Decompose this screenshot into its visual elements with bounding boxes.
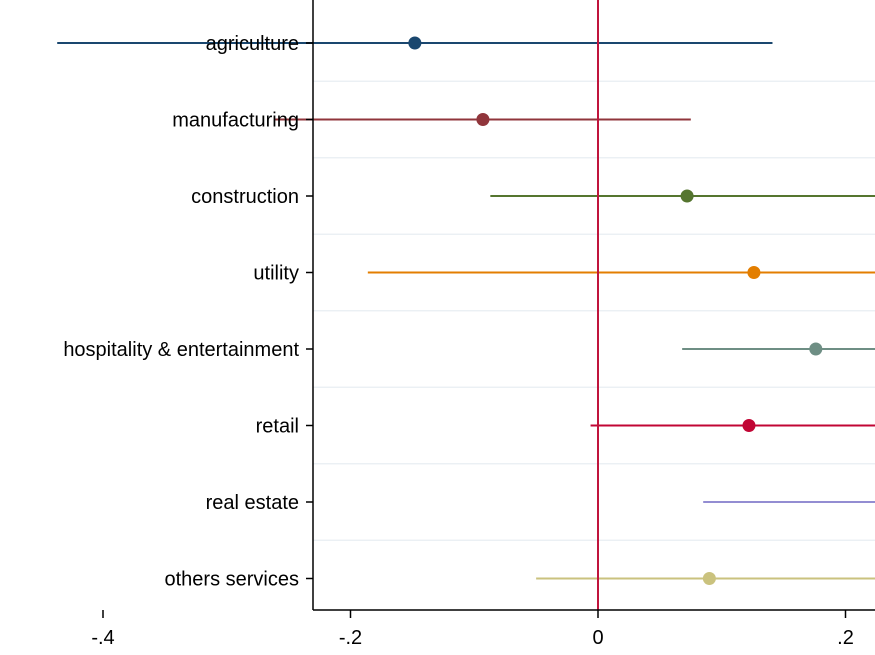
point-utility: [747, 266, 761, 279]
y-tick-label: others services: [165, 569, 300, 591]
x-tick-label: -.2: [339, 627, 362, 649]
y-tick-label: retail: [256, 416, 299, 438]
grid-lines: [313, 80, 875, 541]
y-tick-label: manufacturing: [172, 110, 299, 132]
x-axis-ticks: -.4-.20.2.4: [91, 610, 854, 649]
y-tick-label: agriculture: [206, 33, 299, 55]
point-retail: [742, 419, 756, 432]
point-construction: [680, 189, 694, 203]
point-agriculture: [408, 36, 422, 50]
point-manufacturing: [476, 113, 490, 126]
y-axis-ticks: agriculture manufacturing construction util…: [63, 33, 313, 591]
point-hospitality-entertainment: [809, 342, 823, 356]
point-estimates: [408, 36, 823, 585]
y-tick-label: hospitality & entertainment: [63, 339, 299, 361]
point-others-services: [702, 572, 716, 585]
x-tick-label: -.4: [91, 627, 114, 649]
x-tick-label: 0: [592, 627, 603, 649]
y-tick-label: utility: [253, 263, 299, 285]
y-tick-label: real estate: [206, 492, 299, 514]
x-tick-label: .2: [837, 627, 854, 649]
y-tick-label: construction: [191, 186, 299, 208]
